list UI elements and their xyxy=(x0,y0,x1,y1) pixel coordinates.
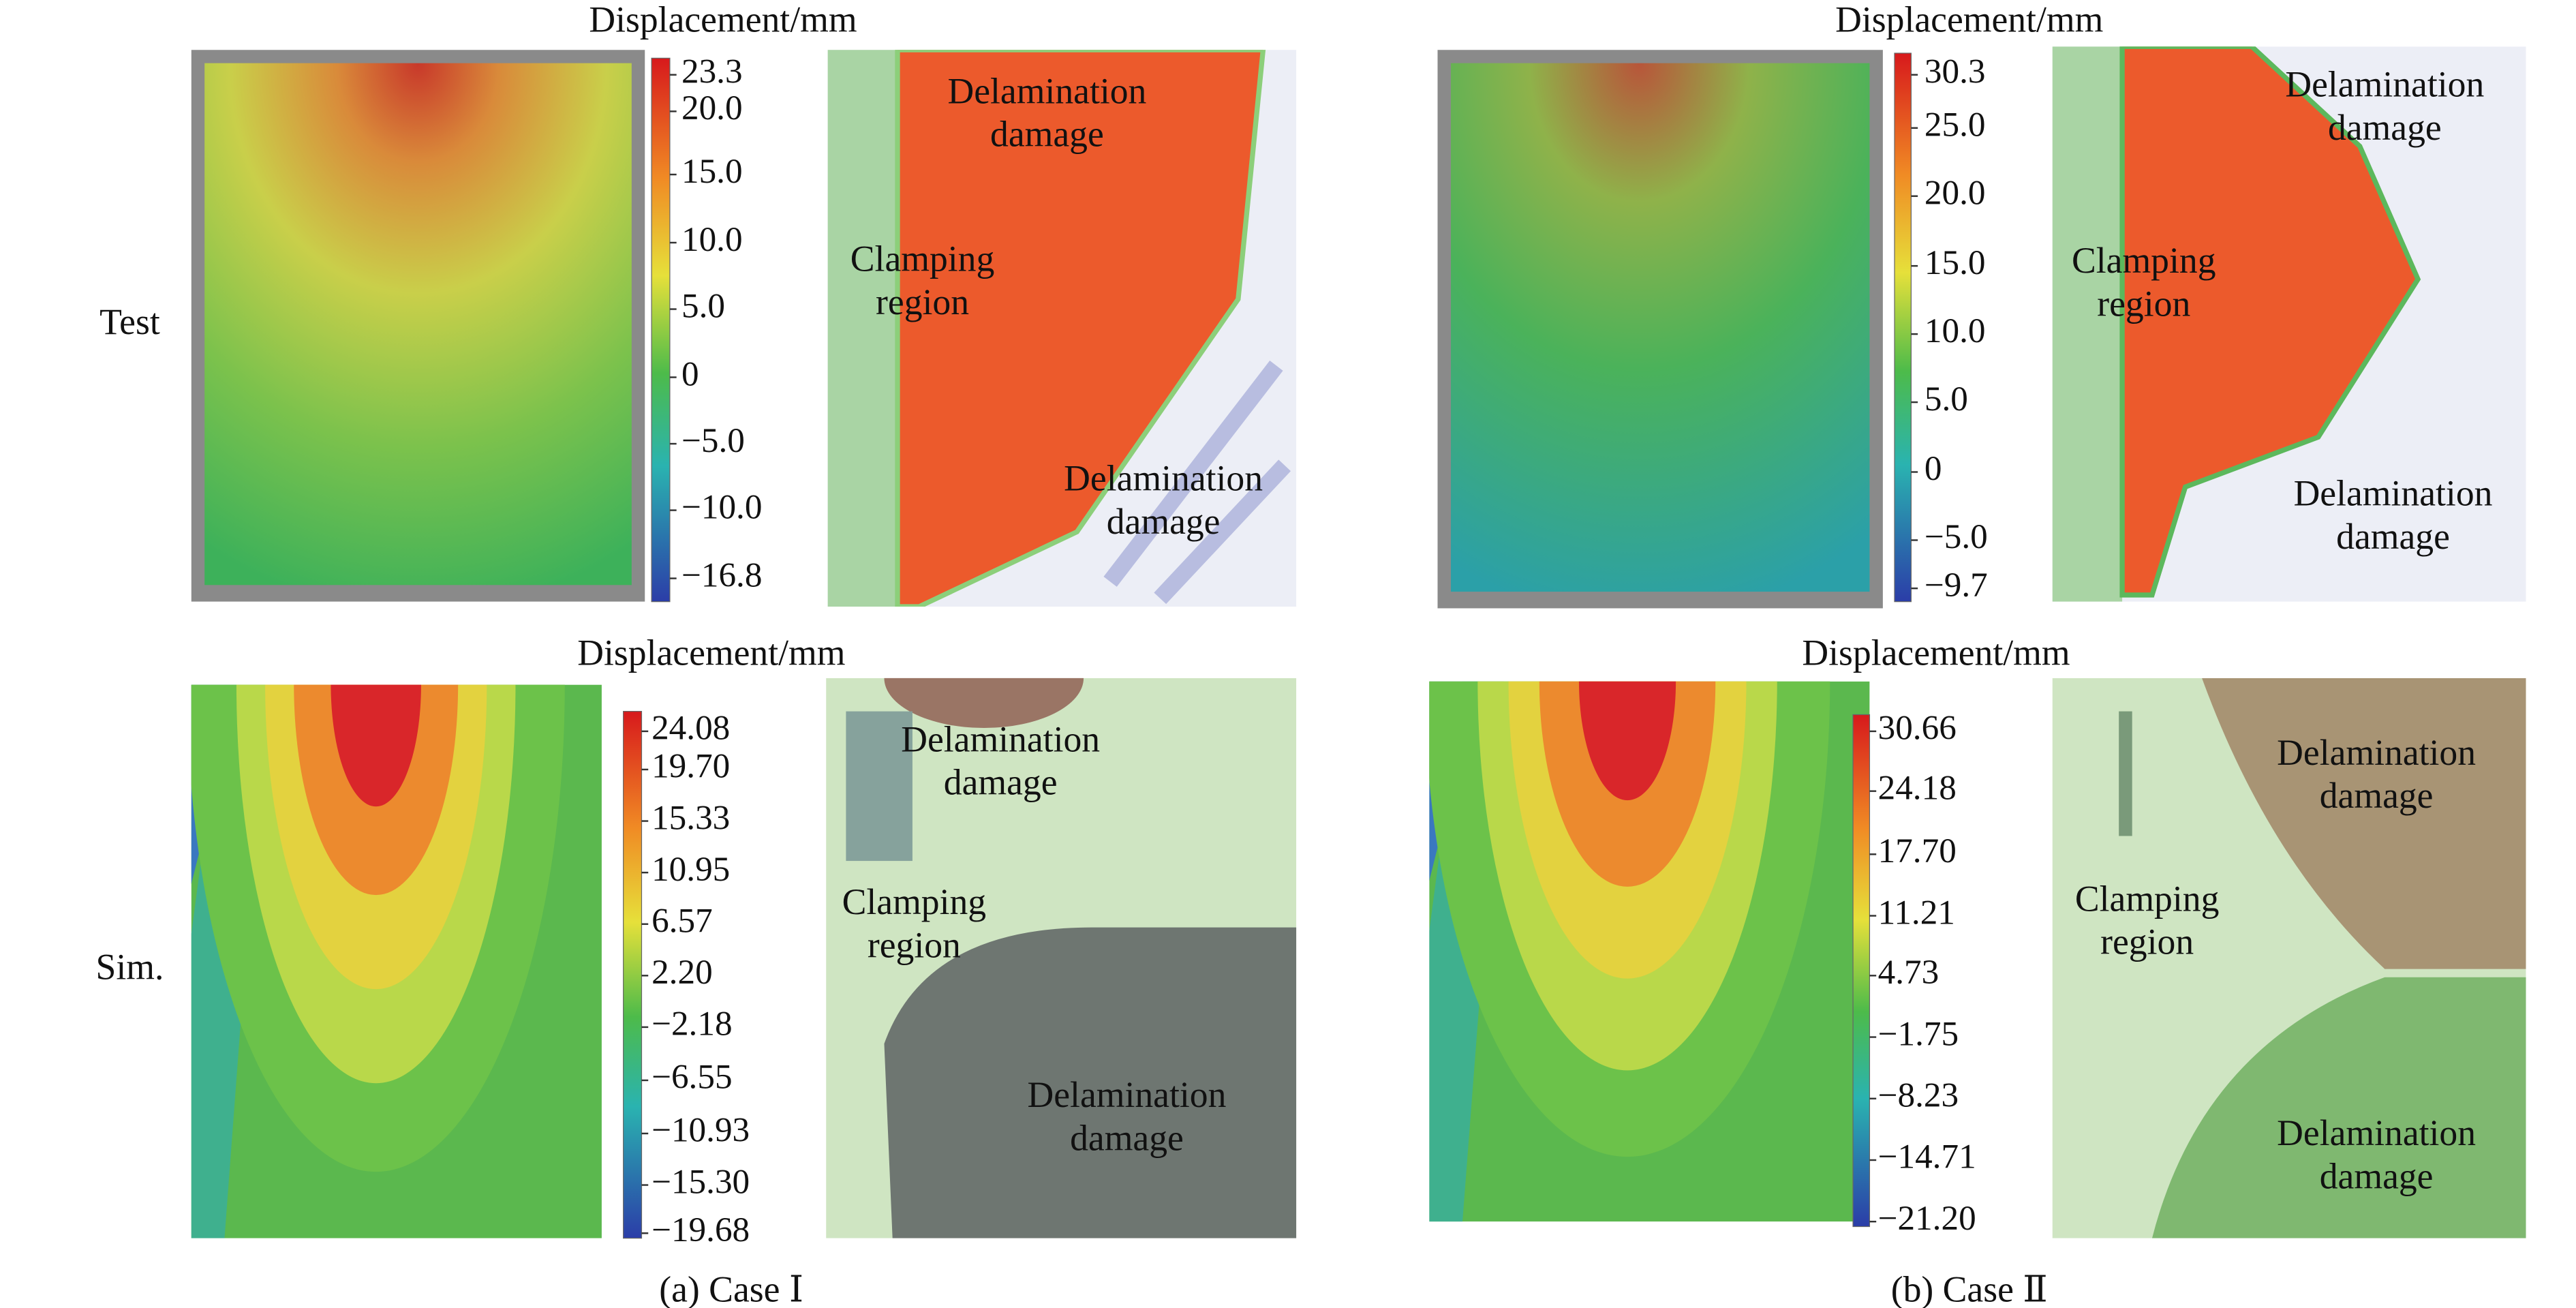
colorbar-tick-label: −8.23 xyxy=(1878,1076,1959,1115)
caption: (a) Case Ⅰ xyxy=(659,1268,803,1308)
colorbar xyxy=(1894,52,1912,603)
annotation: Delamination xyxy=(2277,732,2476,773)
displacement-field xyxy=(204,63,632,585)
annotation: Clamping xyxy=(2072,240,2216,281)
contour-band xyxy=(1578,681,1676,801)
colorbar-tick-label: 11.21 xyxy=(1878,893,1955,932)
colorbar-tick-label: 20.0 xyxy=(1925,173,1986,212)
annotation: damage xyxy=(2328,107,2442,148)
annotation: damage xyxy=(990,114,1104,155)
colorbar-tick-label: −5.0 xyxy=(1925,517,1988,556)
annotation: region xyxy=(2100,922,2194,962)
colorbar-tick-label: 25.0 xyxy=(1925,106,1986,145)
colorbar-tick-label: −2.18 xyxy=(651,1005,732,1044)
displacement-map xyxy=(191,684,602,1238)
annotation: damage xyxy=(2320,775,2434,816)
annotation: Delamination xyxy=(1028,1074,1227,1115)
annotation: region xyxy=(2097,283,2190,324)
colorbar-tick-label: −16.8 xyxy=(681,556,762,594)
annotation: Delamination xyxy=(2285,64,2484,105)
displacement-map xyxy=(1437,50,1883,609)
colorbar-title: Displacement/mm xyxy=(1835,0,2103,40)
damage-map xyxy=(827,50,1297,607)
colorbar-tick-label: 15.33 xyxy=(651,798,730,837)
damage-region xyxy=(884,927,1297,1238)
row-label: Test xyxy=(99,301,160,342)
colorbar xyxy=(651,57,671,603)
annotation: damage xyxy=(2320,1156,2434,1197)
annotation: damage xyxy=(1107,501,1221,542)
colorbar-tick-label: 24.18 xyxy=(1878,768,1957,807)
colorbar-tick-label: 19.70 xyxy=(651,747,730,786)
caption: (b) Case Ⅱ xyxy=(1891,1268,2048,1308)
displacement-map xyxy=(191,50,645,602)
colorbar-tick-label: 0 xyxy=(681,354,699,393)
colorbar-tick-label: 15.0 xyxy=(681,152,743,191)
colorbar-tick-label: −10.93 xyxy=(651,1111,750,1150)
annotation: damage xyxy=(2336,516,2450,557)
row-label: Sim. xyxy=(96,946,164,987)
annotation: Clamping xyxy=(2075,878,2220,919)
colorbar-tick-label: 2.20 xyxy=(651,953,713,992)
damage-region xyxy=(2119,46,2421,598)
clamp-strip xyxy=(2052,46,2123,602)
colorbar-tick-label: 5.0 xyxy=(1925,380,1968,419)
annotation: Delamination xyxy=(947,70,1146,111)
damage-map xyxy=(2052,678,2526,1238)
colorbar-tick-label: 20.0 xyxy=(681,89,743,127)
colorbar-tick-label: −19.68 xyxy=(651,1211,750,1249)
annotation: region xyxy=(876,282,969,322)
damage-map xyxy=(826,678,1297,1238)
contour-band xyxy=(331,684,421,807)
annotation: Delamination xyxy=(901,718,1100,759)
colorbar-tick-label: −9.7 xyxy=(1925,566,1988,605)
damage-region xyxy=(895,50,1266,607)
colorbar-tick-label: 17.70 xyxy=(1878,832,1957,870)
damage-region xyxy=(884,678,1084,728)
damage-region xyxy=(2151,977,2526,1238)
annotation: region xyxy=(868,925,961,966)
annotation: Clamping xyxy=(842,881,987,922)
colorbar-tick-label: 15.0 xyxy=(1925,243,1986,282)
clamp-strip xyxy=(827,50,898,607)
colorbar-title: Displacement/mm xyxy=(577,632,845,673)
damage-region xyxy=(2119,711,2132,836)
annotation: Delamination xyxy=(2277,1112,2476,1153)
colorbar-tick-label: −15.30 xyxy=(651,1162,750,1201)
damage-streaks xyxy=(1103,361,1291,605)
colorbar-tick-label: −5.0 xyxy=(681,421,745,460)
colorbar-tick-label: 23.3 xyxy=(681,52,743,91)
colorbar-tick-label: 10.0 xyxy=(681,220,743,259)
colorbar-tick-label: 4.73 xyxy=(1878,953,1939,992)
colorbar-tick-label: −14.71 xyxy=(1878,1138,1976,1176)
colorbar xyxy=(1852,714,1871,1228)
colorbar-tick-label: 30.3 xyxy=(1925,52,1986,91)
annotation: damage xyxy=(1070,1117,1184,1158)
colorbar-tick-label: −1.75 xyxy=(1878,1014,1959,1053)
colorbar-title: Displacement/mm xyxy=(1802,632,2070,673)
damage-region xyxy=(846,711,913,862)
colorbar-tick-label: −10.0 xyxy=(681,487,762,526)
colorbar-title: Displacement/mm xyxy=(589,0,857,40)
colorbar-tick-label: 30.66 xyxy=(1878,709,1957,748)
annotation: Delamination xyxy=(1064,457,1263,498)
colorbar xyxy=(623,711,643,1239)
displacement-field xyxy=(1450,63,1870,592)
colorbar-tick-label: −6.55 xyxy=(651,1058,732,1097)
damage-region xyxy=(2202,678,2526,969)
colorbar-tick-label: 5.0 xyxy=(681,286,725,325)
annotation: damage xyxy=(944,762,1058,803)
displacement-map xyxy=(1429,681,1870,1222)
colorbar-tick-label: 10.95 xyxy=(651,850,730,889)
annotation: Clamping xyxy=(850,239,995,279)
colorbar-tick-label: 0 xyxy=(1925,449,1942,488)
colorbar-tick-label: 10.0 xyxy=(1925,311,1986,350)
colorbar-tick-label: −21.20 xyxy=(1878,1199,1976,1238)
damage-map xyxy=(2052,46,2526,602)
annotation: Delamination xyxy=(2294,472,2493,513)
colorbar-tick-label: 6.57 xyxy=(651,901,713,940)
colorbar-tick-label: 24.08 xyxy=(651,709,730,748)
